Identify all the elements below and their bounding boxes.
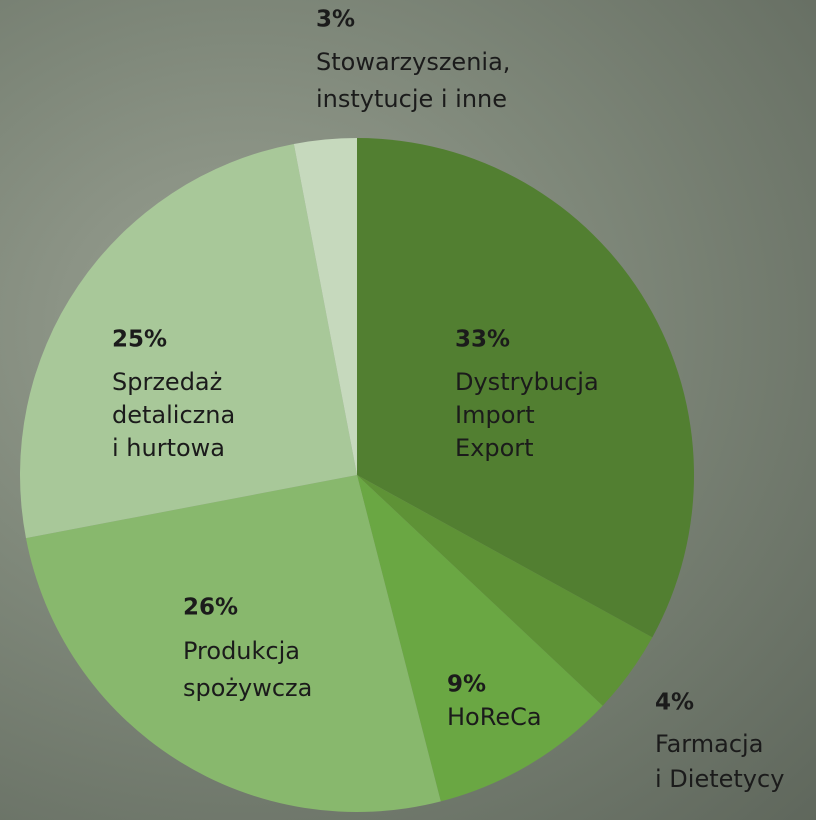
category-label: Dystrybucja	[455, 368, 599, 396]
category-label: i Dietetycy	[655, 765, 784, 793]
category-label: HoReCa	[447, 703, 542, 731]
category-label: Sprzedaż	[112, 368, 222, 396]
value-label: 25%	[112, 327, 167, 353]
pie-slice	[25, 475, 441, 812]
value-label: 26%	[183, 595, 238, 621]
pie-slice	[19, 143, 357, 539]
value-label: 33%	[455, 327, 510, 353]
pie	[19, 138, 695, 812]
category-label: Export	[455, 434, 534, 462]
category-label: Farmacja	[655, 730, 763, 758]
category-label: i hurtowa	[112, 434, 225, 462]
labels: 33% Dystrybucja Import Export 4% Farmacja i Di…	[112, 7, 784, 794]
category-label: Stowarzyszenia,	[316, 48, 510, 76]
value-label: 3%	[316, 7, 355, 33]
pie-slice	[293, 138, 357, 475]
value-label: 9%	[447, 672, 486, 698]
category-label: Import	[455, 401, 535, 429]
category-label: instytucje i inne	[316, 85, 507, 113]
category-label: spożywcza	[183, 674, 312, 702]
category-label: Produkcja	[183, 637, 300, 665]
pie-slice	[357, 138, 695, 638]
pie-slice	[357, 475, 653, 706]
pie-slice	[357, 475, 603, 802]
category-label: detaliczna	[112, 401, 235, 429]
value-label: 4%	[655, 690, 694, 716]
